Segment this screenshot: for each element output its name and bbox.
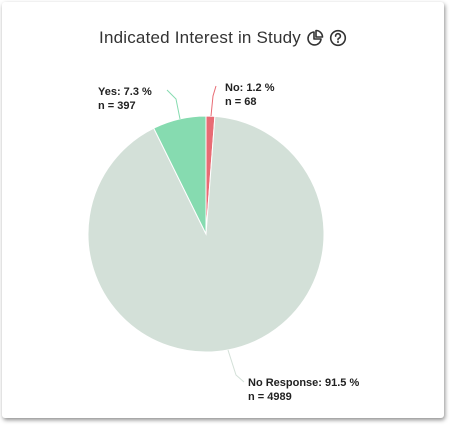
pie-slice-no-response[interactable] (87, 115, 325, 353)
connector-no (210, 85, 217, 117)
data-label-yes-percent: Yes: 7.3 % (98, 86, 152, 98)
chart-title: Indicated Interest in Study (99, 28, 301, 47)
connector-no-response (227, 349, 245, 383)
data-label-yes-count: n = 397 (98, 100, 136, 112)
data-label-no-count: n = 68 (225, 96, 257, 108)
connector-yes (166, 89, 181, 120)
data-label-no-response-count: n = 4989 (248, 391, 292, 403)
chart-header: Indicated Interest in Study (2, 26, 444, 50)
data-label-no-response-percent: No Response: 91.5 % (248, 377, 359, 389)
pie-slice-yes[interactable] (153, 115, 207, 235)
data-label-no-percent: No: 1.2 % (225, 82, 275, 94)
pie-chart-icon[interactable] (306, 29, 324, 47)
help-circle-icon[interactable] (329, 29, 347, 47)
